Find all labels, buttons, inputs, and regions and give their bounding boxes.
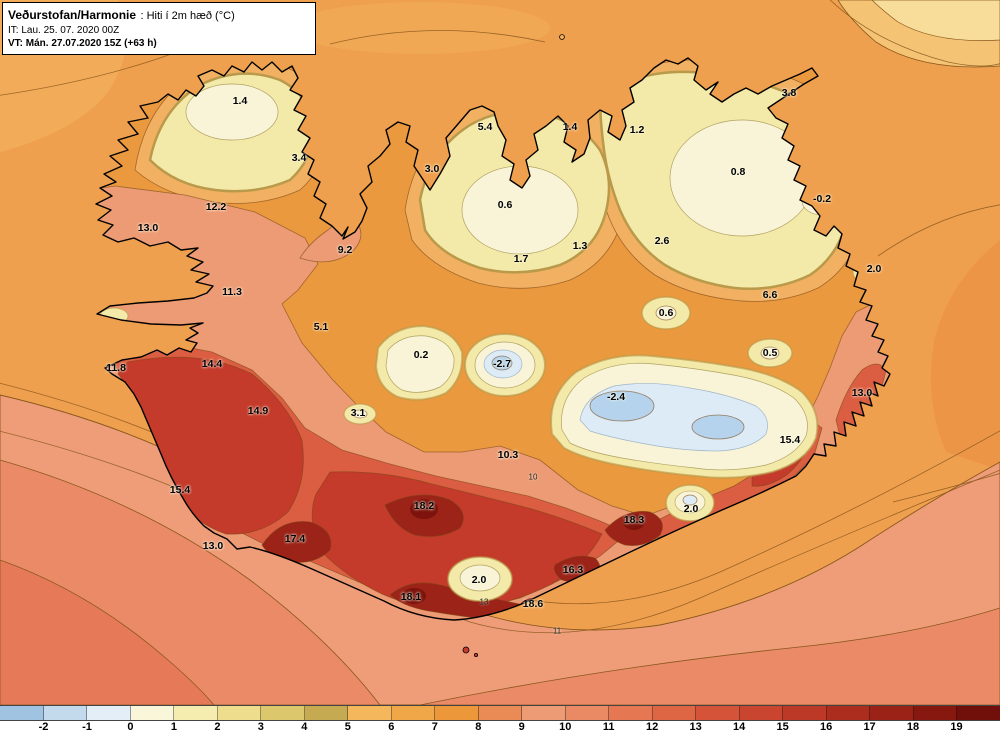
colorbar-tick-label: 15 — [776, 721, 789, 733]
colorbar-segment — [870, 706, 914, 720]
colorbar-tick-label: 0 — [127, 721, 134, 733]
colorbar-tick-label: 4 — [301, 721, 308, 733]
colorbar-segment — [609, 706, 653, 720]
init-time: IT: Lau. 25. 07. 2020 00Z — [8, 25, 120, 36]
glacier-layer — [374, 324, 819, 602]
colorbar-tick-label: 14 — [733, 721, 746, 733]
colorbar-tick-label: 5 — [344, 721, 351, 733]
colorbar-segment — [478, 706, 523, 720]
colorbar-segment — [348, 706, 392, 720]
colorbar-tick-label: 2 — [214, 721, 221, 733]
colorbar-segment — [174, 706, 218, 720]
colorbar-tick-label: 10 — [559, 721, 572, 733]
colorbar-tick-label: 11 — [602, 721, 615, 733]
colorbar-tick-label: 16 — [819, 721, 833, 733]
colorbar-tick-label: 8 — [475, 721, 482, 733]
colorbar-segment — [304, 706, 349, 720]
temperature-colorbar: -2 -1 0 1 2 3 4 5 6 7 8 9 10 11 12 13 14 15 16 17 18 19 — [0, 705, 1000, 736]
colorbar-segment — [130, 706, 175, 720]
colorbar-segments — [0, 705, 1000, 721]
colorbar-tick-label: 13 — [689, 721, 702, 733]
colorbar-ticks: -2 -1 0 1 2 3 4 5 6 7 8 9 10 11 12 13 14 15 16 17 18 19 — [0, 721, 1000, 736]
colorbar-tick-label: 6 — [388, 721, 395, 733]
colorbar-tick-label: 7 — [431, 721, 438, 733]
colorbar-segment — [739, 706, 784, 720]
colorbar-segment — [217, 706, 262, 720]
colorbar-tick-label: -2 — [38, 721, 49, 733]
title-line: Veðurstofan/Harmonie : Hiti í 2m hæð (°C… — [8, 5, 308, 25]
colorbar-segment — [0, 706, 44, 720]
colorbar-tick-label: 12 — [646, 721, 659, 733]
colorbar-tick-label: 3 — [257, 721, 264, 733]
map-title-box: Veðurstofan/Harmonie : Hiti í 2m hæð (°C… — [2, 2, 316, 55]
valid-time: VT: Mán. 27.07.2020 15Z (+63 h) — [8, 37, 157, 49]
colorbar-segment — [43, 706, 88, 720]
offshore-islands — [462, 34, 565, 658]
colorbar-segment — [87, 706, 131, 720]
colorbar-tick-label: 9 — [518, 721, 525, 733]
colorbar-segment — [696, 706, 740, 720]
colorbar-segment — [783, 706, 827, 720]
temperature-map — [0, 0, 1000, 705]
colorbar-tick-label: 17 — [863, 721, 876, 733]
colorbar-segment — [826, 706, 871, 720]
colorbar-tick-label: 18 — [906, 721, 920, 733]
colorbar-segment — [261, 706, 305, 720]
land-fill-layer — [96, 59, 890, 620]
colorbar-segment — [652, 706, 697, 720]
colorbar-segment — [391, 706, 436, 720]
colorbar-tick-label: -1 — [82, 721, 92, 733]
colorbar-segment — [435, 706, 479, 720]
colorbar-segment — [957, 706, 1000, 720]
colorbar-tick-label: 1 — [170, 721, 177, 733]
colorbar-segment — [565, 706, 610, 720]
parameter-name: : Hiti í 2m hæð (°C) — [140, 10, 235, 22]
model-name: Veðurstofan/Harmonie — [8, 8, 137, 22]
colorbar-segment — [913, 706, 958, 720]
colorbar-segment — [522, 706, 566, 720]
colorbar-tick-label: 19 — [950, 721, 963, 733]
